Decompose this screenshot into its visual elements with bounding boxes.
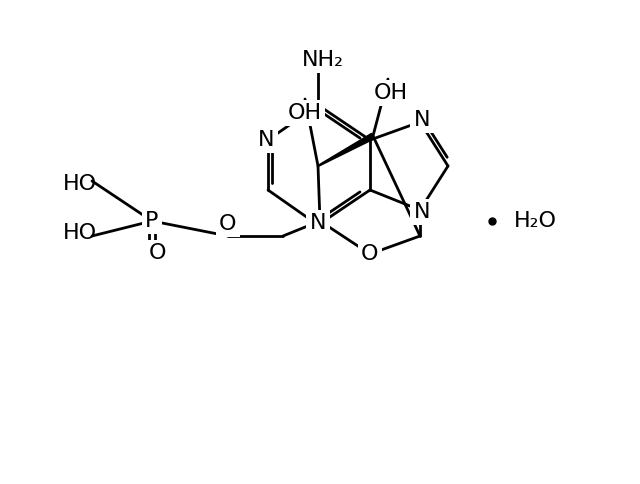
Text: O: O [220,214,237,234]
Text: HO: HO [63,174,97,194]
Text: N: N [258,130,275,150]
Text: N: N [413,202,430,222]
Text: N: N [310,213,326,233]
Text: O: O [361,244,379,264]
Text: H₂O: H₂O [514,211,557,231]
Polygon shape [318,134,374,166]
Text: HO: HO [63,223,97,243]
Text: OH: OH [288,103,322,123]
Text: O: O [148,243,166,263]
Text: NH₂: NH₂ [302,50,344,70]
Text: OH: OH [374,83,408,103]
Text: N: N [413,110,430,130]
Text: P: P [145,211,159,231]
